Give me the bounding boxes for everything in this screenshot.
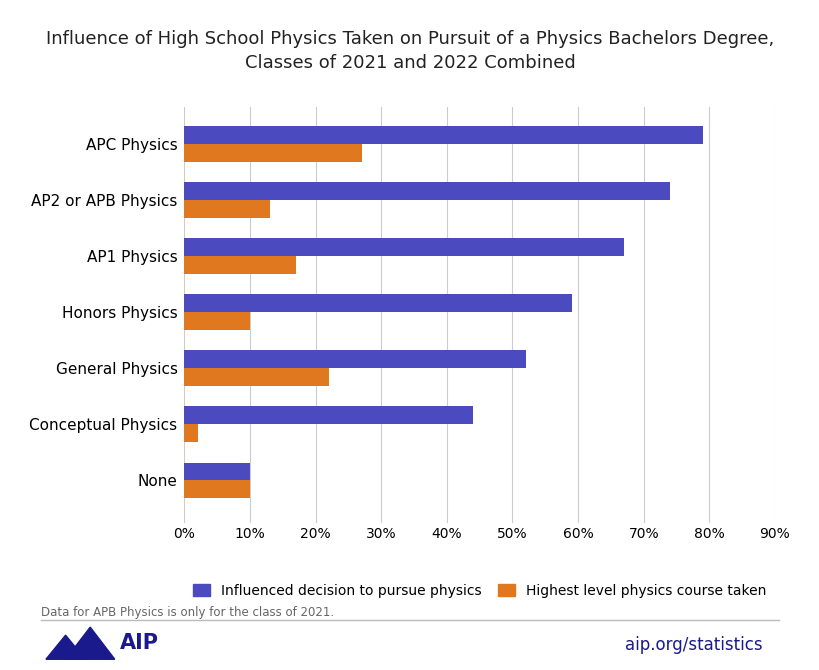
- Bar: [184, 350, 525, 369]
- Bar: [184, 143, 361, 161]
- Text: Influence of High School Physics Taken on Pursuit of a Physics Bachelors Degree,: Influence of High School Physics Taken o…: [46, 30, 773, 72]
- Bar: [184, 312, 250, 330]
- Bar: [184, 200, 269, 218]
- Bar: [184, 182, 669, 200]
- Bar: [184, 294, 571, 312]
- Bar: [184, 369, 328, 386]
- Polygon shape: [46, 635, 85, 659]
- Bar: [184, 424, 197, 442]
- Bar: [184, 256, 296, 274]
- Bar: [184, 407, 473, 424]
- Bar: [184, 126, 702, 143]
- Polygon shape: [66, 627, 115, 659]
- Legend: Influenced decision to pursue physics, Highest level physics course taken: Influenced decision to pursue physics, H…: [192, 584, 766, 598]
- Text: Data for APB Physics is only for the class of 2021.: Data for APB Physics is only for the cla…: [41, 606, 333, 619]
- Bar: [184, 238, 623, 256]
- Text: aip.org/statistics: aip.org/statistics: [624, 636, 762, 653]
- Bar: [184, 462, 250, 480]
- Bar: [184, 480, 250, 498]
- Text: AIP: AIP: [120, 633, 159, 653]
